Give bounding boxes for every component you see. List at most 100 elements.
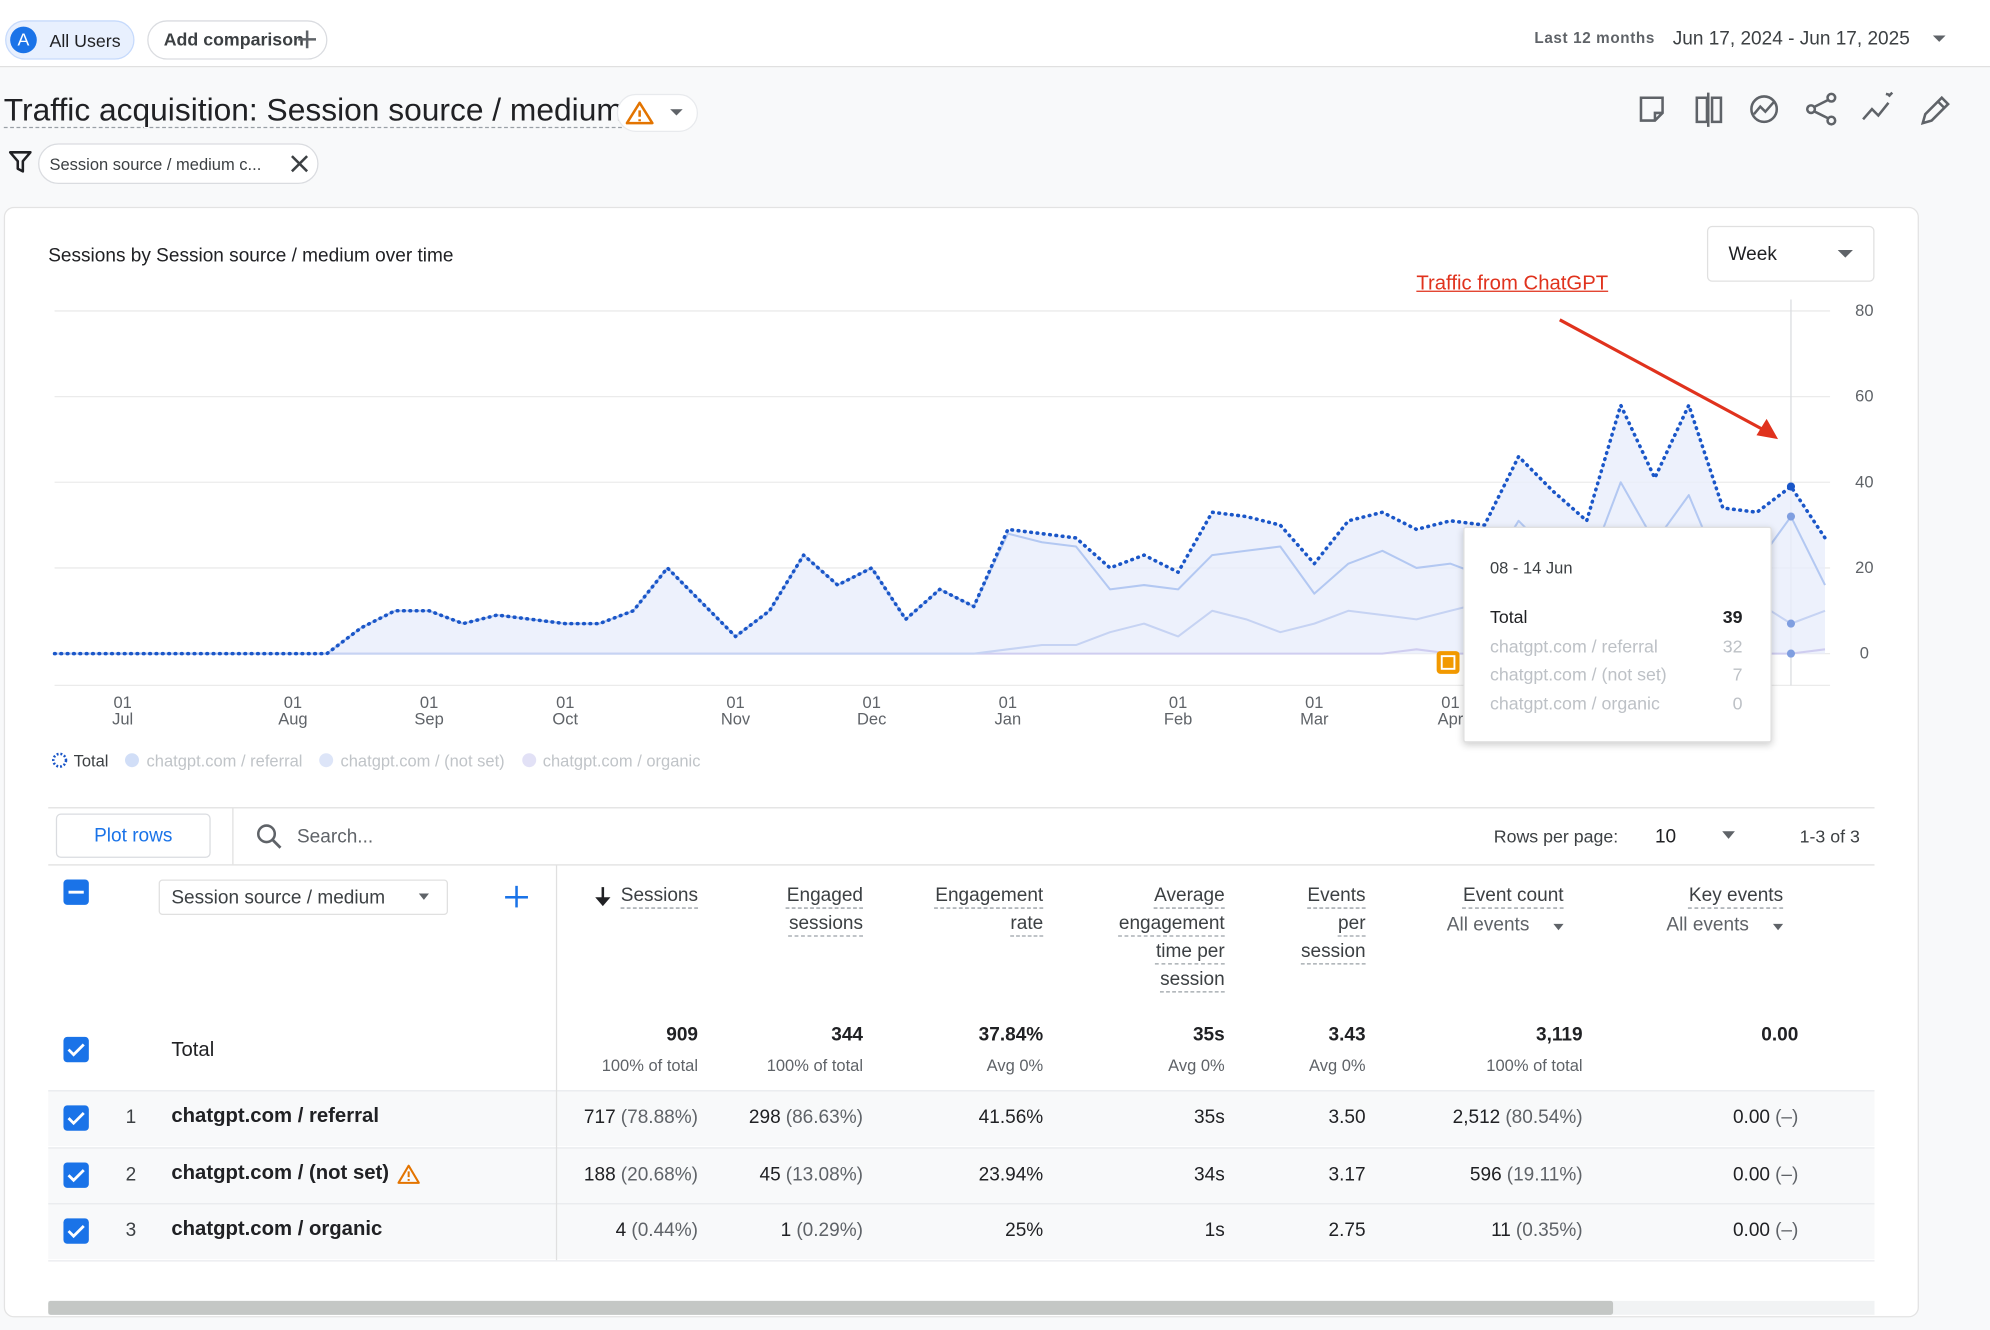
date-caret bbox=[1932, 35, 1946, 42]
compare-icon[interactable] bbox=[1695, 92, 1723, 127]
column-header-label: Sessions bbox=[620, 884, 699, 907]
total-value: 37.84% bbox=[978, 1024, 1044, 1046]
filter-icon bbox=[8, 151, 32, 173]
total-label: Total bbox=[171, 1039, 215, 1061]
y-tick-label: 80 bbox=[1855, 302, 1873, 320]
filter-chip[interactable] bbox=[38, 143, 319, 185]
title-caret bbox=[670, 109, 683, 116]
cell: 0.00 (–) bbox=[1595, 1163, 1798, 1185]
cell-value: 2,512 bbox=[1452, 1106, 1501, 1129]
column-header[interactable]: Average engagement time per session bbox=[1103, 882, 1225, 994]
cell: 34s bbox=[1022, 1163, 1225, 1185]
x-tick-label: 01 Dec bbox=[857, 692, 887, 729]
cell-share: (–) bbox=[1775, 1106, 1799, 1129]
cell-share: (0.29%) bbox=[796, 1220, 864, 1242]
x-tick-label: 01 Feb bbox=[1163, 692, 1193, 729]
search-input[interactable]: Search... bbox=[296, 826, 374, 848]
total-share: 100% of total bbox=[1486, 1055, 1583, 1075]
report-title: Traffic acquisition: Session source / me… bbox=[3, 92, 623, 129]
cell-value: 0.00 bbox=[1732, 1163, 1771, 1185]
tooltip-title: 08 - 14 Jun bbox=[1489, 558, 1573, 578]
cell-value: 11 bbox=[1491, 1220, 1511, 1242]
hover-point bbox=[1786, 619, 1796, 628]
row-band bbox=[48, 1090, 1875, 1147]
total-share: Avg 0% bbox=[1309, 1055, 1366, 1075]
cell: 45 (13.08%) bbox=[660, 1163, 863, 1185]
column-header[interactable]: Sessions bbox=[584, 882, 698, 910]
title-warning-pill[interactable] bbox=[616, 93, 699, 132]
annotation-marker-inner bbox=[1440, 655, 1456, 670]
cell-share: (78.88%) bbox=[620, 1106, 699, 1129]
add-comparison[interactable] bbox=[147, 20, 328, 60]
rows-per-page[interactable]: 10 bbox=[1654, 826, 1677, 848]
row-checkbox[interactable] bbox=[63, 1162, 89, 1188]
row-checkbox[interactable] bbox=[63, 1218, 89, 1245]
column-metric-select[interactable]: All events bbox=[1446, 913, 1530, 936]
dimension-select[interactable] bbox=[158, 879, 449, 916]
row-rank: 1 bbox=[125, 1106, 137, 1129]
total-value: 344 bbox=[831, 1024, 864, 1046]
cell-value: 1 bbox=[780, 1220, 792, 1242]
legend-item[interactable]: chatgpt.com / referral bbox=[124, 749, 302, 772]
insights-icon[interactable] bbox=[1750, 95, 1779, 124]
granularity-caret bbox=[1837, 250, 1853, 258]
total-value: 909 bbox=[666, 1024, 699, 1046]
tooltip-value: 7 bbox=[1732, 663, 1743, 685]
row-name-text: chatgpt.com / organic bbox=[171, 1218, 383, 1241]
legend-swatch bbox=[52, 752, 68, 768]
divider bbox=[48, 864, 1875, 866]
cell-share: (13.08%) bbox=[785, 1163, 864, 1185]
column-header[interactable]: Engagement rate bbox=[916, 882, 1043, 938]
column-header[interactable]: Key events bbox=[1656, 882, 1783, 910]
hover-point bbox=[1786, 649, 1796, 658]
select-all-checkbox[interactable] bbox=[63, 879, 89, 905]
column-header[interactable]: Engaged sessions bbox=[761, 882, 863, 938]
check-path bbox=[67, 1225, 85, 1239]
row-name[interactable]: chatgpt.com / (not set) bbox=[171, 1162, 420, 1185]
column-header[interactable]: Event count bbox=[1437, 882, 1564, 910]
report-toolbar bbox=[1639, 91, 1950, 127]
row-checkbox[interactable] bbox=[63, 1036, 89, 1063]
cell-value: 1s bbox=[1204, 1220, 1225, 1242]
share-icon[interactable] bbox=[1805, 92, 1837, 126]
row-name[interactable]: chatgpt.com / referral bbox=[171, 1105, 379, 1128]
cell-value: 4 bbox=[615, 1220, 627, 1242]
chart-title: Sessions by Session source / medium over… bbox=[48, 244, 454, 267]
column-header-label: Engagement rate bbox=[935, 884, 1044, 935]
cell: 4 (0.44%) bbox=[495, 1220, 698, 1242]
cell-share: (–) bbox=[1775, 1163, 1799, 1185]
audience-initial: A bbox=[10, 26, 37, 54]
legend-dot bbox=[521, 753, 536, 768]
date-range[interactable]: Jun 17, 2024 - Jun 17, 2025 bbox=[1672, 27, 1910, 50]
row-name[interactable]: chatgpt.com / organic bbox=[171, 1219, 382, 1242]
legend-item[interactable]: Total bbox=[51, 749, 108, 772]
cell: 1 (0.29%) bbox=[660, 1220, 863, 1242]
total-value: 3,119 bbox=[1536, 1024, 1583, 1046]
total-share: Avg 0% bbox=[986, 1055, 1044, 1075]
legend-item[interactable]: chatgpt.com / (not set) bbox=[318, 749, 505, 772]
scrollbar-thumb[interactable] bbox=[48, 1300, 1614, 1315]
add-comparison-label: Add comparison bbox=[163, 29, 304, 50]
cell-value: 188 bbox=[583, 1163, 616, 1185]
divider bbox=[232, 808, 234, 865]
y-tick-label: 60 bbox=[1855, 388, 1873, 406]
save-icon[interactable] bbox=[1639, 96, 1664, 122]
filter-chip-label: Session source / medium c... bbox=[49, 154, 262, 174]
plot-rows-button[interactable]: Plot rows bbox=[55, 813, 211, 858]
chip-close[interactable] bbox=[291, 155, 309, 173]
legend-swatch bbox=[521, 753, 536, 768]
rows-per-page-label: Rows per page: bbox=[1493, 826, 1619, 847]
row-checkbox[interactable] bbox=[63, 1105, 89, 1131]
column-divider bbox=[555, 865, 558, 1261]
column-header-label: Average engagement time per session bbox=[1118, 884, 1225, 990]
column-header[interactable]: Events per session bbox=[1287, 882, 1366, 966]
column-metric-select[interactable]: All events bbox=[1666, 913, 1749, 936]
trend-icon[interactable] bbox=[1862, 91, 1894, 121]
check-glyph bbox=[67, 1112, 85, 1126]
sort-arrow bbox=[601, 887, 605, 904]
check-path bbox=[67, 1168, 85, 1182]
edit-icon[interactable] bbox=[1920, 95, 1950, 125]
legend-item[interactable]: chatgpt.com / organic bbox=[520, 749, 700, 772]
cell: 2,512 (80.54%) bbox=[1380, 1107, 1583, 1129]
